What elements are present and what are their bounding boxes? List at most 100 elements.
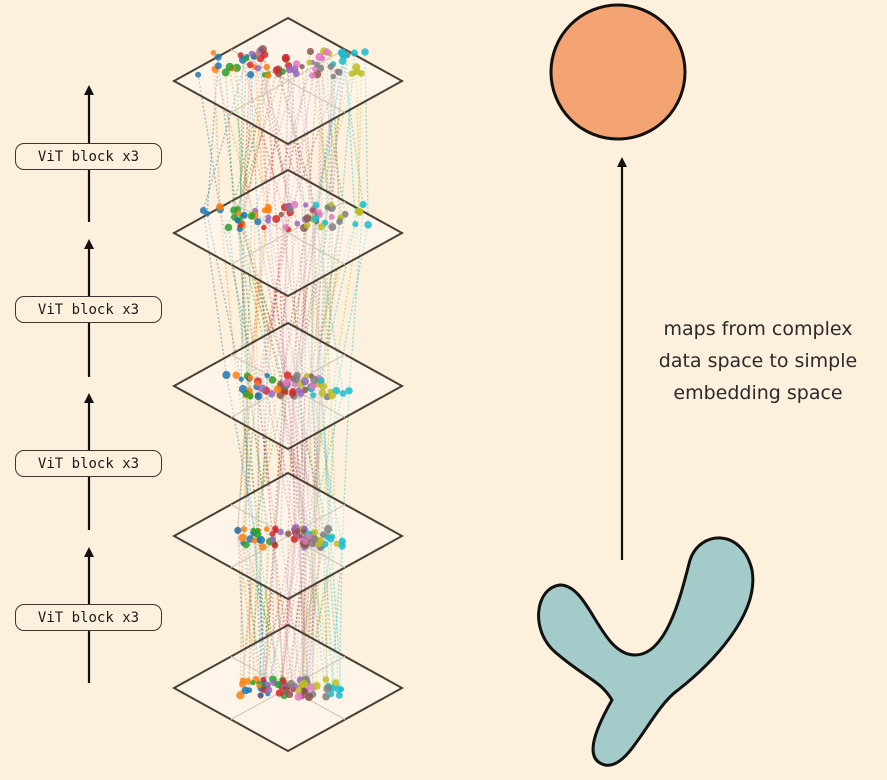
token-point: [254, 380, 261, 387]
token-point: [310, 535, 319, 543]
token-point: [242, 541, 250, 549]
token-point: [314, 61, 320, 68]
token-trajectory: [312, 52, 356, 696]
token-point: [294, 692, 303, 701]
token-point: [263, 526, 270, 532]
token-trajectory: [261, 69, 296, 684]
token-point: [278, 211, 284, 218]
token-point: [323, 684, 332, 693]
token-point: [264, 203, 272, 211]
token-point: [224, 223, 233, 232]
token-point: [355, 208, 364, 216]
token-trajectory: [259, 51, 306, 685]
token-points: [195, 45, 372, 702]
token-point: [261, 51, 269, 59]
token-point: [311, 215, 320, 223]
token-point: [265, 681, 272, 688]
token-point: [248, 50, 255, 57]
token-point: [254, 392, 263, 401]
token-point: [268, 376, 277, 384]
token-point: [319, 531, 327, 538]
data-manifold-icon: [537, 536, 755, 767]
token-point: [328, 214, 335, 220]
token-trajectory: [233, 71, 285, 696]
token-point: [237, 222, 243, 229]
token-point: [302, 538, 309, 545]
token-point: [292, 375, 300, 383]
token-point: [300, 377, 309, 386]
token-point: [246, 61, 254, 69]
token-point: [312, 66, 318, 72]
token-trajectory: [279, 74, 318, 692]
token-point: [265, 72, 272, 79]
token-point: [285, 530, 292, 537]
token-point: [330, 73, 337, 80]
caption-line: maps from complex: [663, 318, 853, 340]
token-point: [290, 535, 299, 543]
token-trajectory: [299, 66, 314, 691]
token-point: [247, 212, 256, 220]
token-point: [238, 533, 247, 542]
token-point: [285, 65, 294, 74]
token-point: [277, 528, 284, 536]
caption-line: data space to simple: [658, 350, 858, 372]
token-point: [306, 47, 314, 56]
token-point: [254, 65, 262, 72]
token-trajectory: [300, 68, 346, 687]
token-point: [335, 68, 343, 76]
token-point: [282, 389, 289, 396]
token-point: [272, 66, 281, 75]
token-point: [303, 222, 311, 229]
vit-block-label: ViT block x3: [15, 450, 162, 477]
token-trajectory: [278, 73, 318, 697]
token-point: [336, 218, 343, 225]
token-point: [328, 691, 335, 698]
token-point: [339, 390, 347, 397]
token-point: [230, 206, 238, 214]
token-point: [282, 224, 289, 231]
token-point: [324, 525, 333, 534]
token-point: [287, 207, 294, 213]
token-point: [301, 386, 309, 394]
token-point: [285, 690, 294, 699]
token-point: [232, 371, 240, 379]
token-trajectory: [301, 73, 362, 685]
token-point: [234, 217, 241, 224]
token-point: [259, 543, 267, 551]
token-point: [275, 689, 284, 697]
token-point: [264, 372, 270, 379]
token-point: [254, 218, 262, 226]
token-point: [204, 210, 211, 217]
token-point: [300, 679, 308, 688]
token-point: [240, 211, 248, 219]
token-point: [305, 533, 312, 540]
token-point: [309, 72, 316, 79]
token-point: [317, 377, 324, 384]
token-trajectory: [330, 52, 364, 695]
token-point: [210, 50, 217, 56]
token-point: [310, 207, 316, 213]
token-point: [338, 57, 347, 65]
token-trajectory: [307, 60, 344, 687]
token-trajectory: [326, 51, 369, 690]
token-point: [295, 387, 303, 394]
token-point: [309, 382, 317, 390]
token-trajectory: [290, 71, 340, 695]
token-point: [345, 387, 353, 395]
token-point: [268, 390, 276, 398]
token-point: [327, 535, 335, 543]
token-point: [254, 528, 261, 534]
token-point: [244, 677, 252, 685]
token-trajectory: [306, 64, 334, 694]
token-trajectory: [308, 51, 333, 696]
token-point: [274, 680, 282, 689]
token-point: [323, 48, 331, 56]
token-point: [247, 374, 254, 381]
token-point: [273, 385, 282, 394]
token-point: [338, 537, 346, 546]
token-point: [306, 59, 313, 66]
token-point: [316, 209, 323, 216]
token-point: [265, 686, 273, 694]
token-point: [256, 537, 262, 543]
